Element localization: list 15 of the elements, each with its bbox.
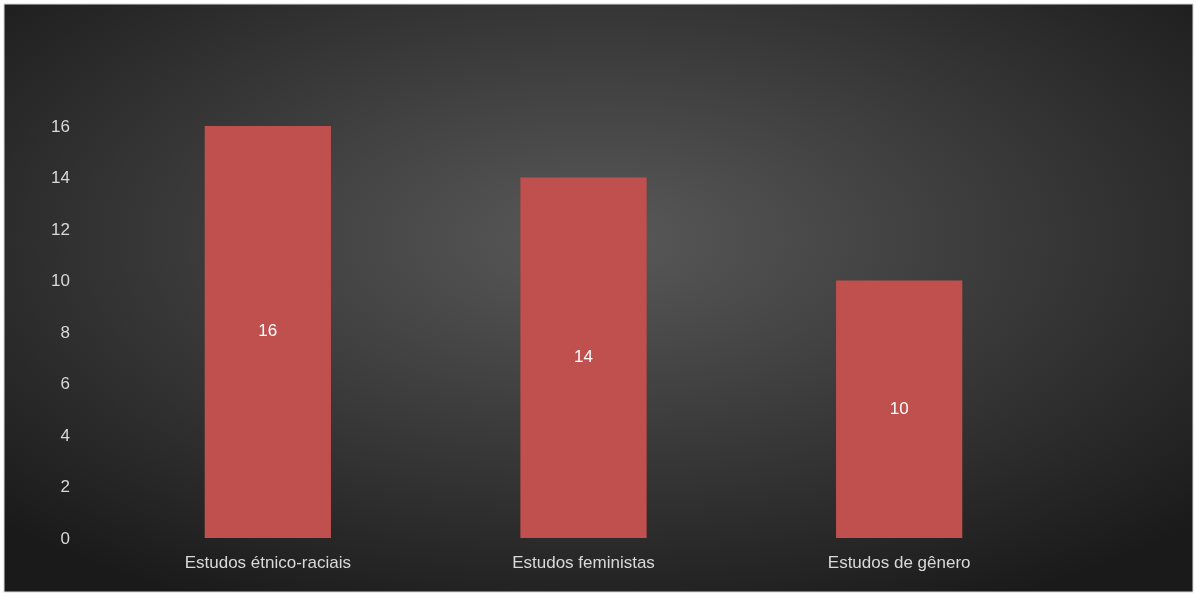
x-tick-label: Estudos de gênero (827, 553, 971, 573)
y-tick-label: 4 (60, 425, 70, 445)
data-label: 14 (574, 347, 593, 367)
y-tick-label: 12 (51, 219, 70, 239)
y-tick-label: 2 (60, 477, 70, 497)
y-tick-label: 6 (60, 374, 70, 394)
y-tick-label: 16 (51, 116, 70, 136)
y-tick-label: 14 (51, 168, 70, 188)
x-tick-label: Estudos feministas (512, 553, 655, 573)
data-label: 16 (258, 321, 278, 341)
y-tick-label: 8 (60, 322, 70, 342)
data-label: 10 (889, 398, 909, 418)
y-tick-label: 10 (51, 271, 70, 291)
y-tick-label: 0 (60, 528, 70, 548)
x-tick-label: Estudos étnico-raciais (184, 553, 351, 573)
